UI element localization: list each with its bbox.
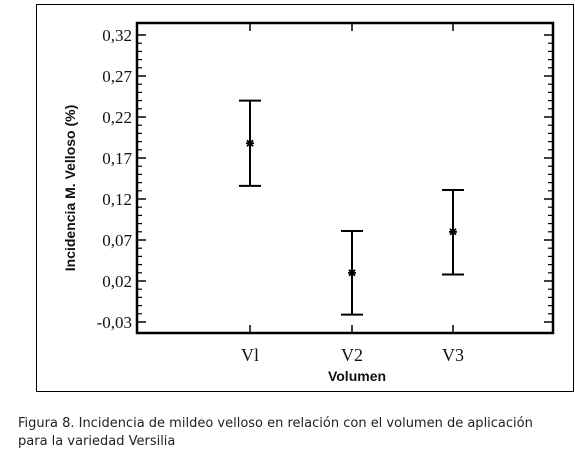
x-axis-title: Volumen — [328, 368, 386, 384]
y-tick-label: 0,07 — [102, 231, 132, 250]
plot-frame — [135, 21, 555, 335]
plot-area: 0,32 0,27 0,22 0,17 0,12 0,07 0,02 -0,03 Vl V2 V3 — [97, 21, 555, 365]
y-tick-label: 0,02 — [102, 272, 132, 291]
y-tick-label: 0,17 — [102, 149, 132, 168]
mean-marker — [246, 139, 254, 148]
x-tick-label: V3 — [442, 345, 464, 365]
figure-caption: Figura 8. Incidencia de mildeo velloso e… — [18, 416, 533, 449]
x-tick-label: Vl — [241, 345, 259, 365]
y-tick-label: 0,12 — [102, 190, 132, 209]
y-tick-label: 0,22 — [102, 108, 132, 127]
figure-frame — [36, 4, 574, 392]
y-axis-title: Incidencia M. Velloso (%) — [62, 105, 78, 271]
mean-marker — [348, 268, 356, 277]
y-tick-label: -0,03 — [97, 313, 132, 332]
mean-marker — [449, 227, 457, 236]
y-tick-label: 0,32 — [102, 26, 132, 45]
y-tick-label: 0,27 — [102, 67, 132, 86]
x-tick-label: V2 — [341, 345, 363, 365]
